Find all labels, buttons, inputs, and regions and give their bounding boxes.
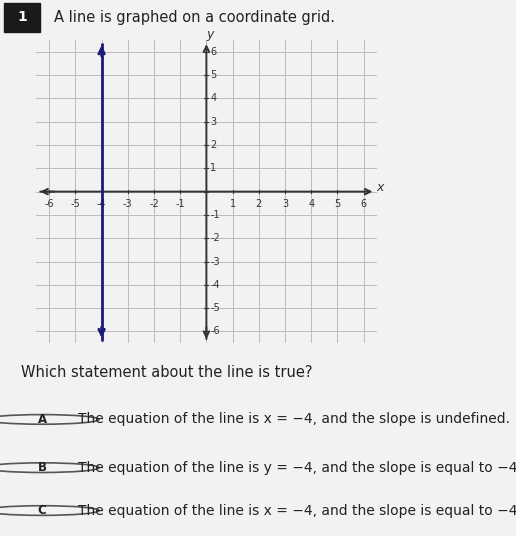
Text: The equation of the line is y = −4, and the slope is equal to −4.: The equation of the line is y = −4, and … [77, 460, 516, 475]
Text: 1: 1 [211, 163, 216, 173]
FancyBboxPatch shape [4, 3, 40, 32]
Text: A: A [38, 413, 46, 426]
Text: -2: -2 [211, 233, 220, 243]
Text: 4: 4 [308, 199, 314, 209]
Text: 1: 1 [18, 10, 27, 25]
Text: 2: 2 [211, 140, 217, 150]
Text: 6: 6 [211, 47, 216, 57]
Text: -1: -1 [211, 210, 220, 220]
Text: 3: 3 [211, 117, 216, 126]
Text: -2: -2 [149, 199, 159, 209]
Text: -4: -4 [211, 280, 220, 290]
Text: 6: 6 [361, 199, 367, 209]
Text: 5: 5 [211, 70, 217, 80]
Text: -3: -3 [211, 257, 220, 266]
Text: The equation of the line is x = −4, and the slope is undefined.: The equation of the line is x = −4, and … [77, 412, 510, 427]
Text: -4: -4 [97, 199, 106, 209]
Text: Which statement about the line is true?: Which statement about the line is true? [21, 365, 312, 380]
Text: A line is graphed on a coordinate grid.: A line is graphed on a coordinate grid. [54, 10, 335, 25]
Text: 4: 4 [211, 93, 216, 103]
Text: -5: -5 [211, 303, 220, 313]
Text: 3: 3 [282, 199, 288, 209]
Text: B: B [38, 461, 46, 474]
Text: C: C [38, 504, 46, 517]
Text: -3: -3 [123, 199, 133, 209]
Text: -6: -6 [44, 199, 54, 209]
Text: y: y [206, 28, 214, 41]
Text: -1: -1 [175, 199, 185, 209]
Text: -6: -6 [211, 326, 220, 337]
Text: x: x [377, 181, 384, 194]
Text: 1: 1 [230, 199, 236, 209]
Text: The equation of the line is x = −4, and the slope is equal to −4.: The equation of the line is x = −4, and … [77, 503, 516, 518]
Text: 5: 5 [334, 199, 341, 209]
Text: -5: -5 [71, 199, 80, 209]
Text: 2: 2 [255, 199, 262, 209]
